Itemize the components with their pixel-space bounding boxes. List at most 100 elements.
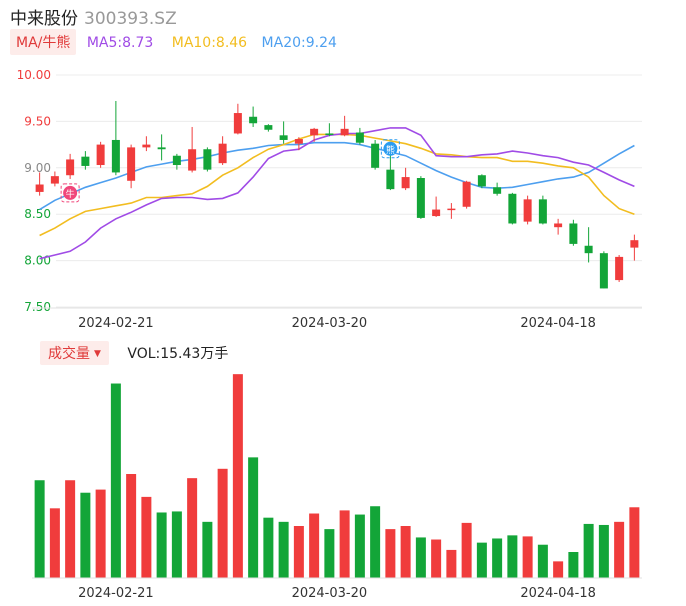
candle-body — [111, 139, 120, 173]
volume-bar — [537, 544, 548, 578]
volume-bar — [232, 374, 243, 578]
candle-body — [371, 143, 380, 168]
volume-bar — [187, 478, 198, 578]
candle-body — [233, 113, 242, 134]
volume-bar — [34, 480, 45, 578]
price-x-tick-label: 2024-03-20 — [292, 316, 368, 331]
volume-bar — [507, 535, 518, 578]
volume-bar — [95, 489, 106, 578]
volume-bar — [202, 521, 213, 578]
candle-body — [218, 143, 227, 164]
volume-bar — [49, 508, 60, 578]
volume-bar — [354, 514, 365, 578]
price-tick-label: 7.50 — [24, 300, 51, 314]
volume-bar — [126, 474, 137, 578]
volume-bar — [293, 526, 304, 578]
volume-bar — [263, 517, 274, 578]
candle-body — [188, 149, 197, 171]
volume-bar — [80, 492, 91, 578]
ma-indicator-bar: MA/牛熊 MA5:8.73 MA10:8.46 MA20:9.24 — [10, 29, 337, 55]
price-tick-label: 8.00 — [24, 254, 51, 268]
volume-bar — [598, 524, 609, 578]
candle-body — [340, 128, 349, 136]
ma20-line — [39, 141, 635, 211]
bull-marker-label: 牛 — [66, 188, 75, 200]
volume-bar — [614, 521, 625, 578]
candle-body — [249, 116, 258, 124]
candle-body — [584, 245, 593, 254]
bull-marker-frame — [60, 183, 80, 203]
volume-bar — [309, 513, 320, 578]
volume-bar — [339, 510, 350, 578]
candle-body — [554, 223, 563, 228]
candle-body — [310, 128, 319, 136]
candle-body — [142, 144, 151, 148]
candle-body — [172, 155, 181, 166]
volume-indicator-bar: 成交量 ▼ VOL:15.43万手 — [40, 341, 229, 365]
candle-body — [493, 187, 502, 194]
candle-body — [66, 159, 75, 176]
price-tick-label: 8.50 — [24, 207, 51, 221]
volume-bar — [156, 512, 167, 578]
volume-bar — [415, 537, 426, 578]
volume-bar — [248, 457, 259, 578]
candle-body — [630, 240, 639, 248]
volume-bar — [461, 522, 472, 578]
volume-bar — [522, 536, 533, 578]
volume-x-tick-label: 2024-02-21 — [78, 586, 154, 601]
candle-body — [462, 181, 471, 207]
candle-body — [599, 253, 608, 289]
price-x-tick-label: 2024-04-18 — [520, 316, 596, 331]
candle-body — [447, 208, 456, 211]
ma5-line — [39, 127, 635, 260]
volume-bar — [553, 561, 564, 578]
candle-body — [157, 147, 166, 150]
volume-bar — [446, 549, 457, 578]
volume-bar — [568, 552, 579, 578]
price-tick-label: 10.00 — [17, 68, 51, 82]
candle-body — [569, 223, 578, 244]
volume-bar — [370, 506, 381, 578]
candle-body — [355, 132, 364, 143]
price-x-tick-label: 2024-02-21 — [78, 316, 154, 331]
candle-body — [50, 176, 59, 184]
volume-x-tick-label: 2024-04-18 — [520, 586, 596, 601]
volume-value: VOL:15.43万手 — [127, 346, 229, 362]
volume-bar — [110, 383, 121, 578]
candle-body — [96, 144, 105, 166]
bear-marker-icon — [383, 141, 398, 156]
caret-down-icon: ▼ — [94, 349, 101, 359]
ma10-value: MA10:8.46 — [171, 35, 248, 51]
volume-indicator-tab[interactable]: 成交量 ▼ — [40, 341, 109, 365]
bull-marker-icon — [63, 185, 78, 200]
candle-body — [81, 156, 90, 166]
candle-body — [615, 256, 624, 281]
candle-body — [477, 175, 486, 187]
candle-body — [279, 135, 288, 140]
volume-bar — [385, 529, 396, 578]
candle-body — [264, 125, 273, 130]
bear-marker-label: 熊 — [386, 144, 395, 156]
volume-bar — [492, 538, 503, 578]
stock-name: 中来股份 — [10, 9, 78, 29]
candle-body — [538, 199, 547, 224]
volume-bar — [400, 526, 411, 578]
candle-body — [523, 199, 532, 222]
price-tick-label: 9.00 — [24, 161, 51, 175]
volume-bar — [324, 529, 335, 578]
volume-bar — [141, 496, 152, 578]
candle-body — [127, 147, 136, 181]
candle-body — [401, 177, 410, 189]
ma-indicator-tab[interactable]: MA/牛熊 — [10, 29, 77, 55]
candle-body — [294, 139, 303, 144]
volume-bar — [476, 542, 487, 578]
volume-bar — [629, 507, 640, 578]
stock-header: 中来股份 300393.SZ — [10, 4, 177, 29]
bear-marker-frame — [380, 139, 400, 159]
candle-body — [416, 178, 425, 218]
volume-x-tick-label: 2024-03-20 — [292, 586, 368, 601]
candle-body — [35, 184, 44, 192]
candle-body — [203, 149, 212, 170]
volume-bar — [583, 523, 594, 578]
